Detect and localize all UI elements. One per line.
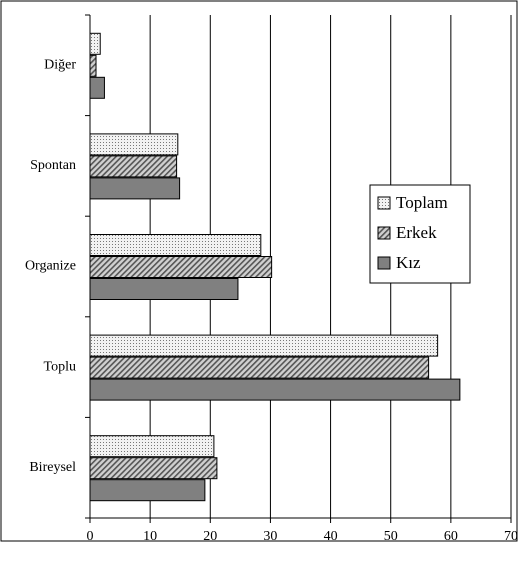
bar [89,234,262,256]
x-tick-label: 60 [444,529,458,544]
x-tick-label: 40 [324,529,338,544]
bar [89,479,206,502]
y-tick-label: Diğer [44,58,76,73]
x-tick-label: 70 [504,529,518,544]
x-tick-label: 20 [203,529,217,544]
legend-swatch [377,256,391,270]
legend-label: Erkek [396,223,437,242]
y-tick-label: Toplu [44,359,76,374]
x-tick-label: 50 [384,529,398,544]
x-tick-label: 30 [263,529,277,544]
y-tick-label: Spontan [30,158,76,173]
legend-label: Toplam [396,193,448,212]
x-tick-label: 10 [143,529,157,544]
bar [89,54,97,77]
legend-swatch [377,226,391,240]
bar [89,378,461,401]
legend-swatch [377,196,391,210]
frame [0,0,518,542]
bar [89,32,101,55]
legend-label: Kız [396,253,421,272]
x-tick-label: 0 [87,529,94,544]
bar [89,133,179,156]
y-tick-label: Organize [25,259,76,274]
bar [89,155,178,178]
bar [89,356,430,379]
bar [89,278,239,300]
bar [89,256,273,278]
bar [89,76,105,99]
bar [89,334,439,357]
y-tick-label: Bireysel [29,460,76,475]
bar [89,435,215,458]
bar [89,177,181,200]
bar [89,457,218,480]
